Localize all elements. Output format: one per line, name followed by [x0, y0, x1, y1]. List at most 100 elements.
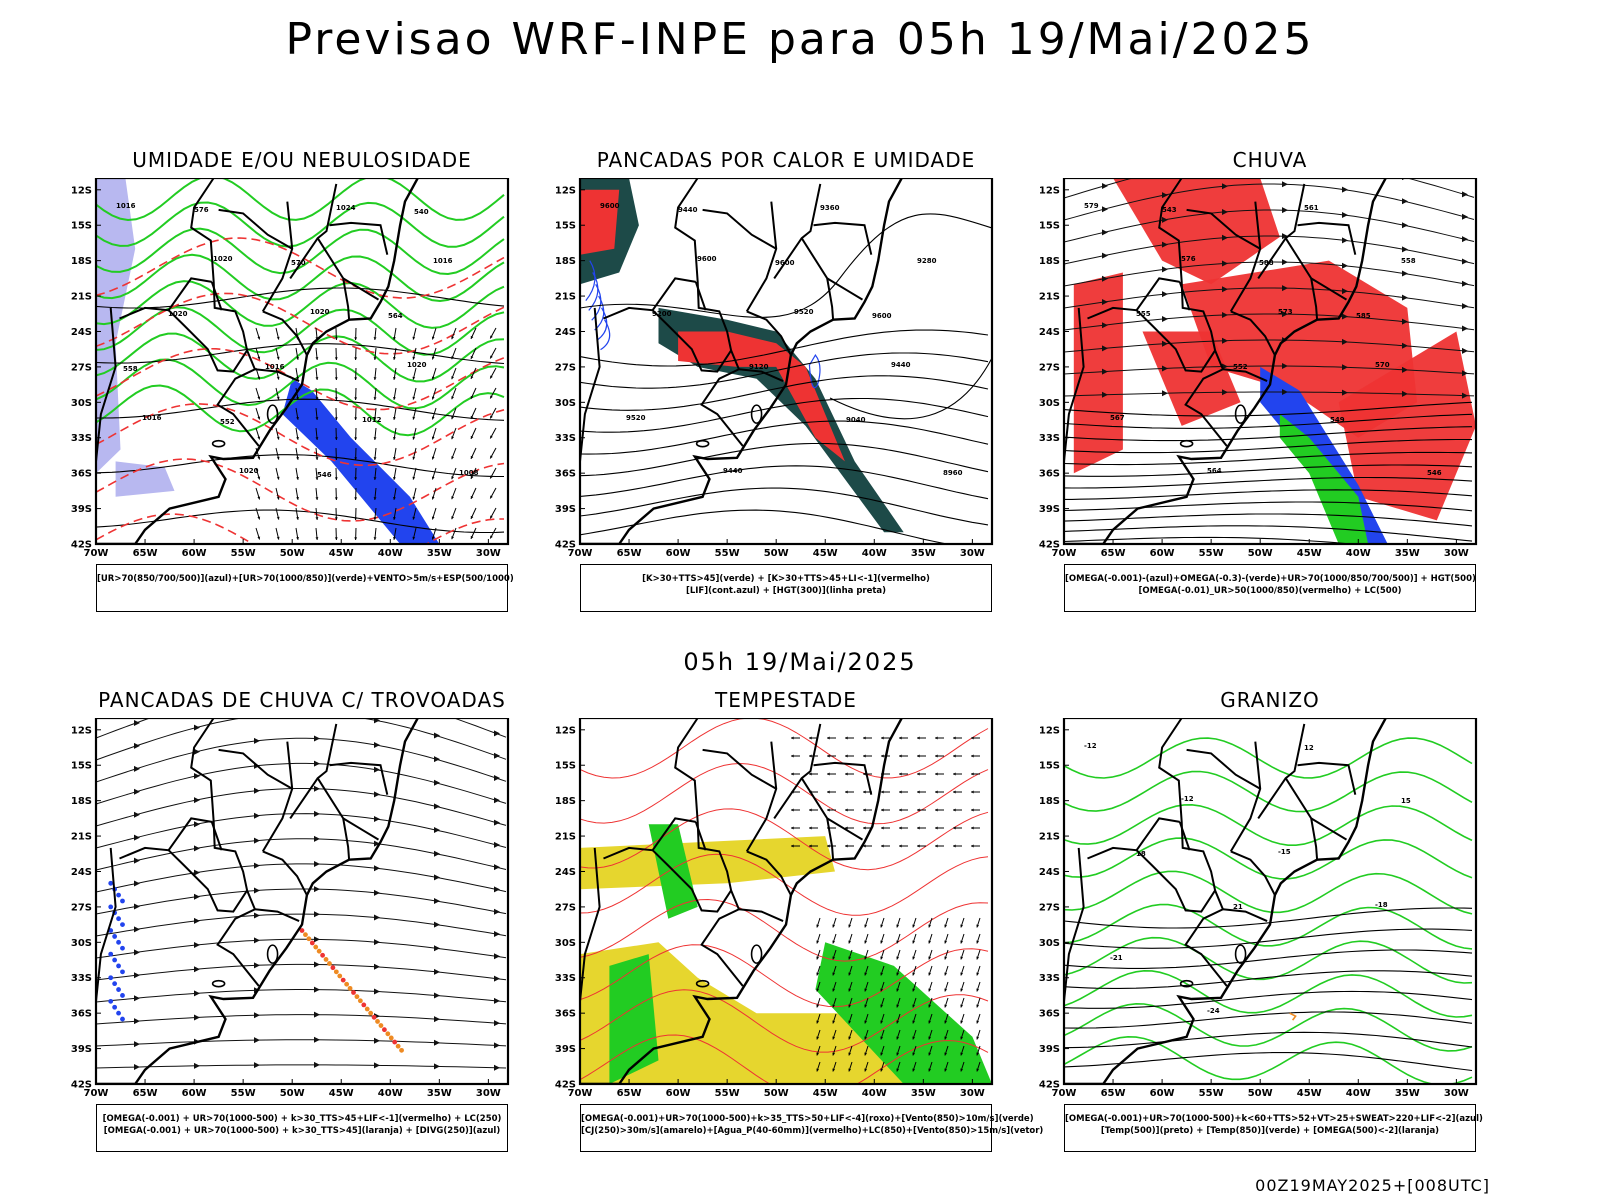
- map-area: 9600 9600 9520 9440 9520 9440 9360 9280 9200 9120…: [580, 178, 992, 544]
- streamline-850: [580, 989, 989, 1053]
- streamline-arrow: [1402, 390, 1408, 397]
- wind-vector-head: [412, 476, 416, 480]
- wind-vector-head: [354, 337, 358, 340]
- wind-vector-head: [863, 790, 866, 794]
- wind-vector-head: [257, 376, 261, 380]
- wind-vector-head: [276, 396, 280, 400]
- wind-vector-head: [393, 456, 396, 460]
- map-frame: [1062, 178, 1478, 546]
- lon-tick-label: 65W: [1101, 1088, 1126, 1099]
- contour-label: -24: [1207, 1007, 1220, 1015]
- lat-tick-label: 39S: [71, 504, 92, 515]
- wind-vector-head: [412, 536, 416, 540]
- divergence-marker: [120, 898, 125, 904]
- lake: [1179, 979, 1194, 988]
- streamline-arrow: [434, 756, 440, 763]
- lat-tick-label: 36S: [555, 469, 576, 480]
- streamline: [96, 938, 507, 959]
- streamline-arrow: [314, 886, 320, 893]
- wind-vector-head: [431, 496, 435, 500]
- streamline-arrow: [1462, 213, 1468, 220]
- wind-vector-head: [354, 397, 358, 400]
- contour-label: 1020: [310, 308, 330, 316]
- wind-vector-head: [257, 336, 261, 340]
- streamline-arrow: [494, 730, 500, 737]
- divergence-marker: [120, 993, 125, 998]
- panel-legend: [OMEGA(-0.001)+UR>70(1000-500)+k>35_TTS>…: [580, 1104, 1043, 1152]
- political-border: [738, 368, 784, 383]
- lat-tick-label: 42S: [1039, 540, 1060, 551]
- lat-tick-label: 18S: [555, 256, 576, 267]
- political-border: [694, 281, 707, 311]
- wind-vector-head: [451, 416, 454, 420]
- streamline-arrow: [134, 788, 140, 795]
- lake: [695, 979, 710, 988]
- wind-vector-head: [315, 477, 319, 480]
- legend-line: [K>30+TTS>45](verde) + [K>30+TTS>45+LI<-…: [642, 574, 930, 584]
- wind-vector-head: [944, 1052, 948, 1056]
- streamline-arrow: [254, 912, 260, 919]
- contour-label: 1020: [239, 467, 259, 475]
- wind-vector-head: [848, 1036, 852, 1040]
- lon-tick-label: 65W: [133, 1088, 158, 1099]
- wind-vector-head: [296, 376, 299, 380]
- lat-tick-label: 21S: [555, 292, 576, 303]
- wind-vector-head: [373, 377, 377, 380]
- wind-vector-head: [880, 988, 884, 992]
- wind-vector-head: [848, 1068, 852, 1072]
- lon-tick-label: 70W: [84, 548, 109, 559]
- contour-label: -12: [1084, 742, 1097, 750]
- streamline-arrow: [1102, 298, 1108, 305]
- contour-label: 9360: [820, 204, 840, 212]
- wind-vector-head: [928, 972, 932, 976]
- wind-vector-head: [334, 337, 338, 340]
- wind-vector-head: [490, 395, 493, 399]
- lat-tick-label: 18S: [555, 796, 576, 807]
- political-border: [702, 748, 777, 790]
- wind-vector-head: [912, 940, 916, 944]
- contour-label: 1008: [459, 469, 479, 477]
- wind-vector-head: [976, 988, 980, 992]
- humidity-band: [282, 378, 440, 544]
- lat-tick-label: 24S: [1039, 867, 1060, 878]
- precip-shade: [1338, 331, 1476, 521]
- wind-vector-head: [960, 1052, 964, 1056]
- streamline-arrow: [1162, 266, 1168, 273]
- wind-vector-head: [296, 396, 299, 400]
- lat-tick-label: 27S: [1039, 902, 1060, 913]
- contour-label: 570: [291, 259, 306, 267]
- thunderstorm-marker: [327, 961, 332, 966]
- lagoon: [266, 944, 279, 964]
- lagoon: [1234, 404, 1247, 424]
- lake: [211, 439, 226, 448]
- wind-vector-head: [848, 988, 852, 992]
- thunderstorm-marker: [306, 936, 312, 942]
- contour-label: 9120: [749, 363, 769, 371]
- wind-vector-head: [296, 536, 299, 540]
- wind-vector-head: [393, 396, 396, 400]
- wind-vector-head: [431, 456, 435, 460]
- wind-vector-head: [296, 416, 299, 420]
- wind-vector-head: [470, 515, 474, 519]
- streamline-arrow: [1342, 262, 1348, 269]
- wind-vector-head: [334, 497, 338, 500]
- lat-tick-label: 39S: [1039, 504, 1060, 515]
- streamline-arrow: [374, 963, 380, 970]
- wind-vector-head: [827, 736, 830, 740]
- streamline-arrow: [134, 926, 140, 933]
- wind-vector-head: [863, 736, 866, 740]
- wind-vector-head: [470, 475, 474, 479]
- lon-tick-label: 70W: [1052, 548, 1077, 559]
- wind-vector-head: [373, 517, 377, 520]
- wind-vector-head: [470, 335, 474, 339]
- wind-vector-head: [912, 988, 916, 992]
- streamline-arrow: [194, 724, 200, 731]
- political-border: [1284, 777, 1319, 860]
- wind-vector-head: [412, 396, 416, 400]
- wind-vector-head: [971, 844, 974, 848]
- map-chart: -12-12-15-18-21-241215182112S15S18S21S24…: [1039, 718, 1478, 1099]
- lifted-index-shade: [678, 331, 845, 462]
- lon-tick-label: 40W: [862, 1088, 887, 1099]
- wind-vector-head: [863, 772, 866, 776]
